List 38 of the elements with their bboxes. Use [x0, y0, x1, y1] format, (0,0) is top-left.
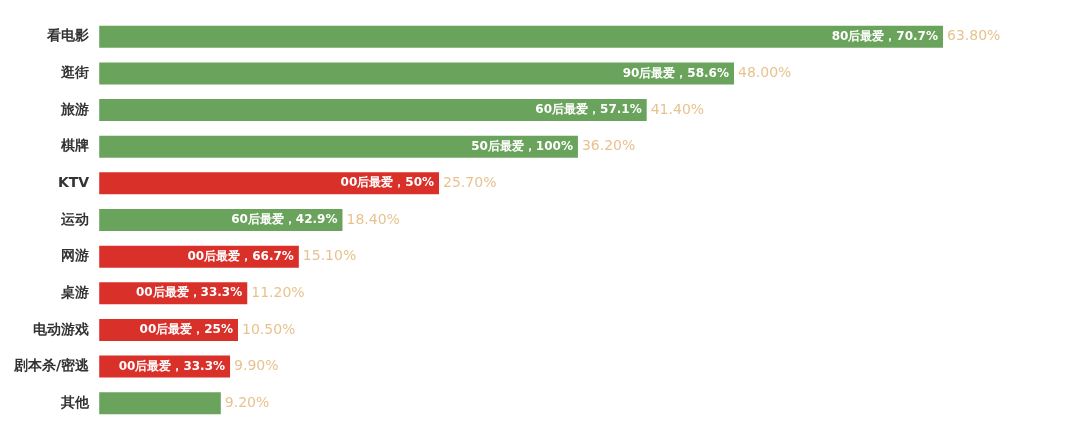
- data-label: 36.20%: [581, 137, 636, 154]
- data-label: 41.40%: [650, 100, 705, 117]
- y-tick-label: 旅游: [60, 100, 90, 117]
- y-tick-label: 剧本杀/密逃: [12, 357, 91, 374]
- bar: [99, 62, 735, 85]
- data-label: 10.50%: [242, 320, 296, 337]
- y-tick-label: KTV: [57, 173, 90, 190]
- bar: [99, 172, 440, 195]
- y-tick-label: 桌游: [60, 283, 90, 300]
- y-tick-label: 网游: [61, 247, 90, 264]
- bar: [99, 392, 221, 415]
- bar: [99, 25, 943, 48]
- annotation: 80后最爱，70.7%: [831, 28, 938, 43]
- bar: [99, 99, 647, 122]
- data-label: 9.90%: [234, 357, 279, 374]
- data-label: 15.10%: [302, 247, 357, 264]
- annotation: 00后最爱，33.3%: [135, 285, 243, 300]
- annotation: 60后最爱，42.9%: [231, 212, 338, 227]
- y-tick-label: 其他: [60, 393, 91, 410]
- y-tick-label: 逛街: [60, 64, 90, 81]
- annotation: 90后最爱，58.6%: [622, 65, 730, 80]
- y-tick-label: 看电影: [46, 27, 90, 44]
- data-label: 11.20%: [251, 283, 305, 300]
- y-tick-label: 电动游戏: [33, 320, 90, 337]
- annotation: 00后最爱，66.7%: [187, 248, 294, 263]
- annotation: 60后最爱，57.1%: [535, 102, 642, 117]
- annotation: 00后最爱，33.3%: [118, 358, 226, 373]
- annotation: 00后最爱，25%: [139, 322, 233, 337]
- annotation: 00后最爱，50%: [340, 175, 435, 190]
- data-label: 9.20%: [224, 393, 270, 410]
- data-label: 25.70%: [443, 173, 497, 190]
- y-tick-label: 运动: [60, 210, 90, 227]
- y-tick-label: 棋牌: [60, 137, 90, 154]
- annotation: 50后最爱，100%: [471, 138, 573, 153]
- data-label: 18.40%: [346, 210, 400, 227]
- bar: [99, 135, 578, 158]
- data-label: 48.00%: [738, 64, 792, 81]
- data-label: 63.80%: [946, 27, 1001, 44]
